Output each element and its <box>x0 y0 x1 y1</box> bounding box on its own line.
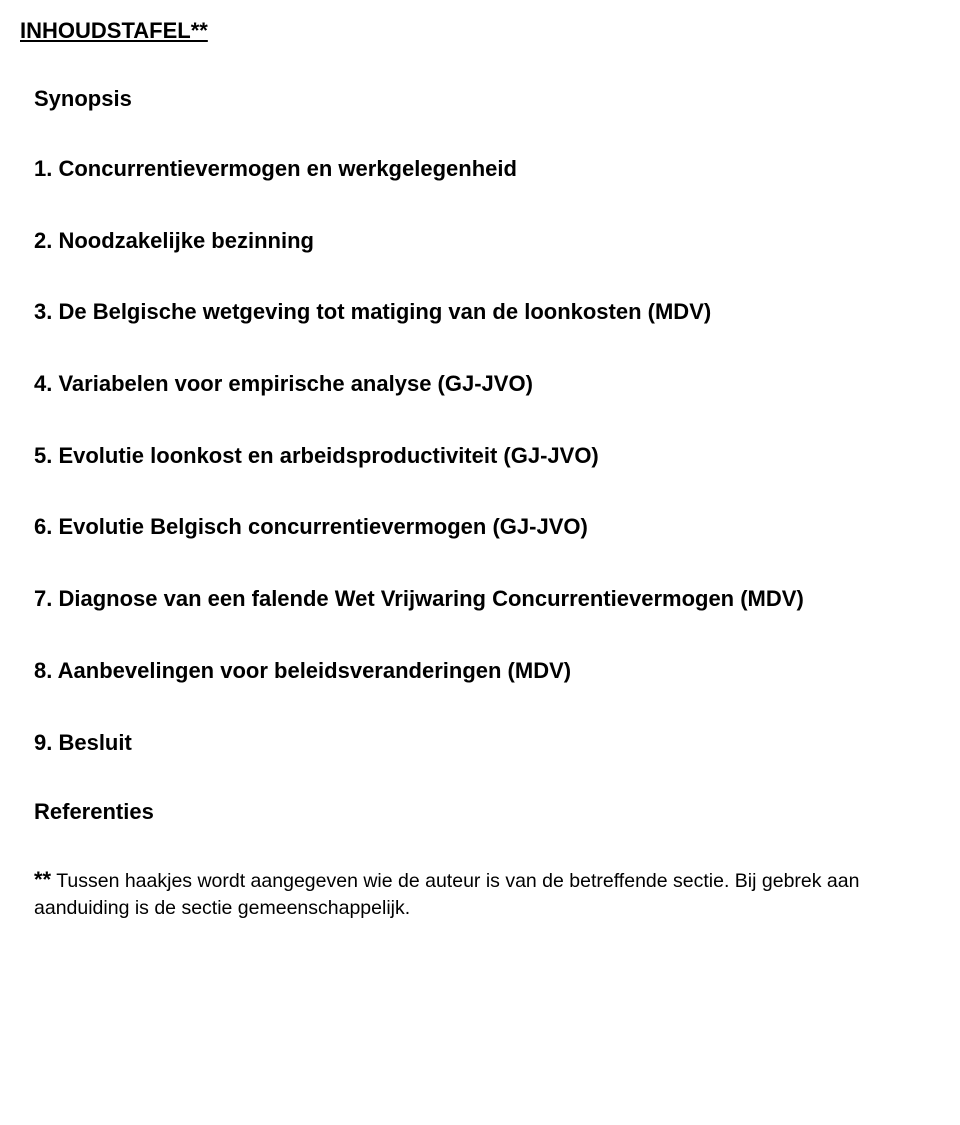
toc-item: 8. Aanbevelingen voor beleidsverandering… <box>34 656 960 686</box>
toc-item: 2. Noodzakelijke bezinning <box>34 226 960 256</box>
toc-item: 1. Concurrentievermogen en werkgelegenhe… <box>34 154 960 184</box>
toc-item: 6. Evolutie Belgisch concurrentievermoge… <box>34 512 960 542</box>
footnote: ** Tussen haakjes wordt aangegeven wie d… <box>34 865 960 921</box>
toc-item: 4. Variabelen voor empirische analyse (G… <box>34 369 960 399</box>
synopsis-heading: Synopsis <box>34 86 960 112</box>
toc-item: 7. Diagnose van een falende Wet Vrijwari… <box>34 584 960 614</box>
page-title: INHOUDSTAFEL** <box>20 18 960 44</box>
toc-item: 9. Besluit <box>34 728 960 758</box>
footnote-text: Tussen haakjes wordt aangegeven wie de a… <box>34 870 859 919</box>
toc-item: 3. De Belgische wetgeving tot matiging v… <box>34 297 960 327</box>
toc-item: 5. Evolutie loonkost en arbeidsproductiv… <box>34 441 960 471</box>
references-heading: Referenties <box>34 799 960 825</box>
footnote-stars: ** <box>34 867 51 892</box>
